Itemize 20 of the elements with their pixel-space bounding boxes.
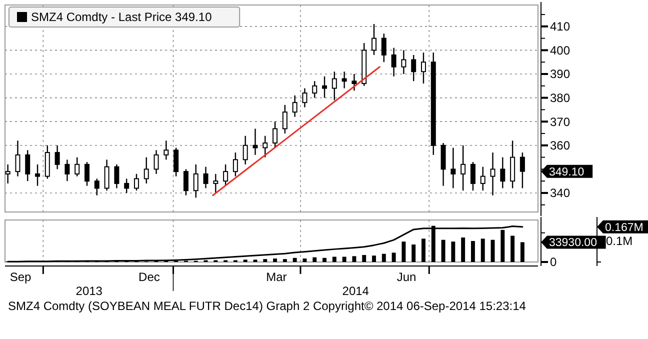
y2-tick-label: 0.1M (606, 234, 633, 248)
text: 2013 (76, 284, 103, 298)
y-tick-label: 380 (550, 90, 570, 105)
x-tick-label: Dec (138, 270, 160, 284)
y-tick-label: 340 (550, 186, 570, 200)
y-tick-label: 390 (550, 67, 570, 82)
y-tick-label: 349.10 (549, 166, 584, 178)
y-tick-label: 360 (550, 138, 570, 153)
y-tick-label: 370 (550, 114, 570, 129)
legend-label: SMZ4 Comdty - Last Price 349.10 (31, 10, 212, 24)
text: 2014 (342, 284, 370, 298)
y-tick-label: 400 (550, 43, 570, 58)
x-tick-label: Mar (266, 270, 287, 284)
x-tick-label: Sep (10, 270, 32, 284)
y-tick-label: 33930.00 (549, 237, 597, 250)
text: SMZ4 Comdty (SOYBEAN MEAL FUTR Dec14) Graph 2 Copyright© 2014 06-Sep-2014 15:23:14 (8, 299, 526, 313)
x-tick-label: Jun (396, 270, 416, 284)
y-tick-label: 0 (550, 255, 557, 270)
y2-tick-label: 0.167M (605, 222, 644, 234)
y-tick-label: 410 (550, 20, 570, 34)
